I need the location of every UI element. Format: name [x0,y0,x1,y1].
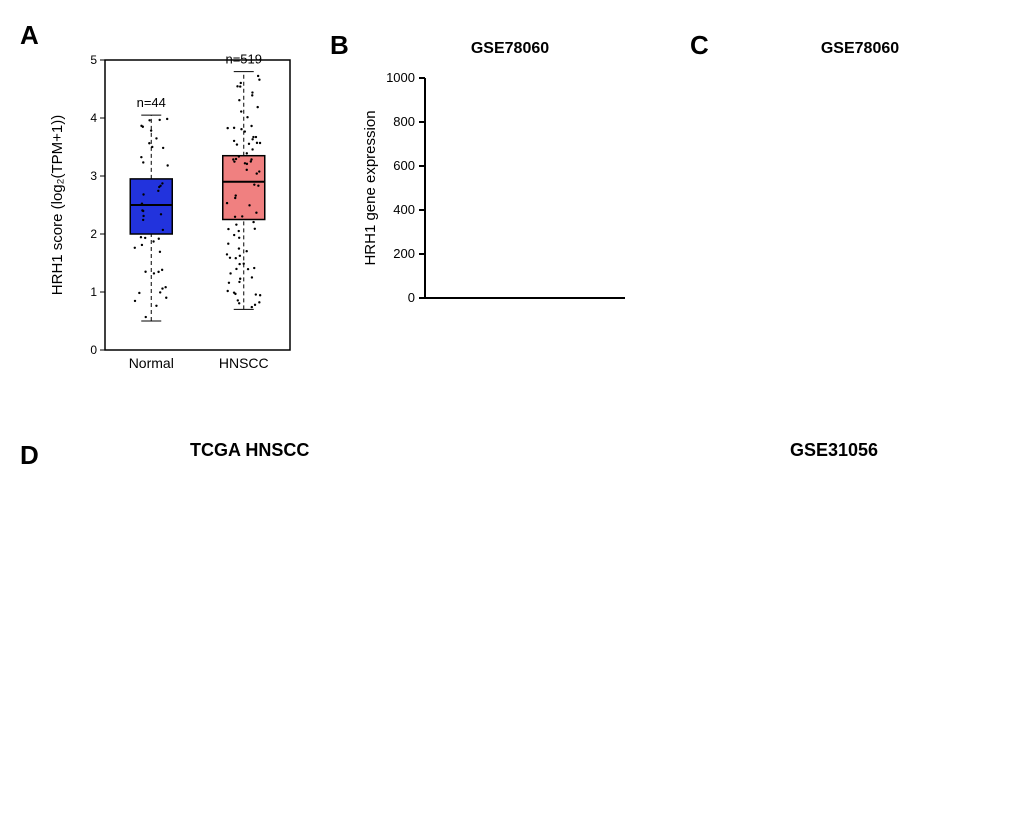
svg-text:HNSCC: HNSCC [219,355,269,371]
svg-text:Normal: Normal [129,355,174,371]
panel-c-chart [715,58,1005,398]
svg-text:800: 800 [393,114,415,129]
panel-b-chart: 0 200 400 600 800 1000 HRH1 gene expression [355,58,665,398]
panel-a: 0 1 2 3 4 5 HRH1 score (log₂(TPM+1)) Normal n=44… [40,30,300,400]
svg-text:400: 400 [393,202,415,217]
svg-text:1: 1 [90,285,97,299]
svg-text:1000: 1000 [386,70,415,85]
panel-a-chart: 0 1 2 3 4 5 HRH1 score (log₂(TPM+1)) Normal n=44… [40,30,300,400]
panel-d: TCGA HNSCC GSE31056 [50,440,1000,810]
panel-d-group2-title: GSE31056 [790,440,878,461]
panel-a-label: A [20,20,39,51]
svg-text:n=519: n=519 [225,52,262,67]
svg-text:n=44: n=44 [137,95,166,110]
km-rfs [680,465,1000,805]
svg-text:4: 4 [90,111,97,125]
km-dss [360,465,660,805]
svg-text:0: 0 [90,343,97,357]
panel-b-label: B [330,30,349,61]
svg-text:200: 200 [393,246,415,261]
panel-d-group1-title: TCGA HNSCC [190,440,309,461]
svg-text:3: 3 [90,169,97,183]
km-overall [50,465,350,805]
svg-text:600: 600 [393,158,415,173]
panel-c-title: GSE78060 [715,40,1005,58]
panel-c-label: C [690,30,709,61]
panel-c: GSE78060 [715,40,1005,400]
figure: A 0 1 2 3 4 5 HRH1 score (log₂(TPM+1)) Normal n=… [20,20,1000,810]
svg-text:0: 0 [408,290,415,305]
svg-text:2: 2 [90,227,97,241]
panel-b-title: GSE78060 [355,40,665,58]
panel-d-label: D [20,440,39,471]
svg-text:HRH1 score (log₂(TPM+1)): HRH1 score (log₂(TPM+1)) [49,115,66,295]
svg-text:5: 5 [90,53,97,67]
svg-text:HRH1 gene expression: HRH1 gene expression [362,110,379,265]
panel-b: GSE78060 0 200 400 600 800 1000 HRH1 gene expr… [355,40,665,400]
